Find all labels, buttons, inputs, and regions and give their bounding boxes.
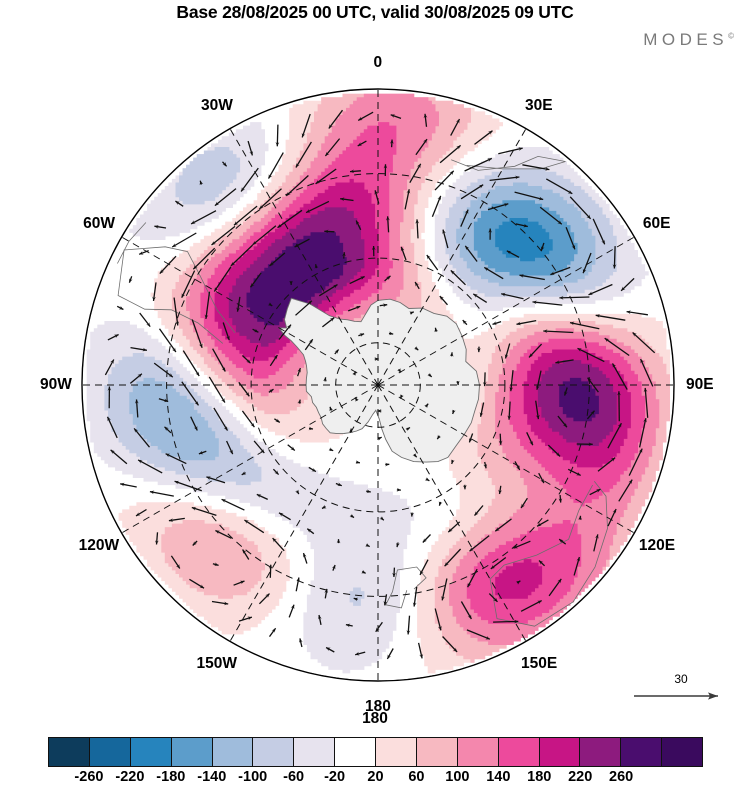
colorbar-swatch [335, 738, 376, 766]
vector-scale-key: 30 [626, 672, 736, 706]
colorbar-swatch [213, 738, 254, 766]
longitude-label-150E: 150E [521, 655, 557, 673]
vector-scale-label: 30 [626, 672, 736, 686]
vector-scale-arrow [626, 687, 736, 705]
longitude-label-0: 0 [374, 54, 383, 72]
colorbar-swatch [172, 738, 213, 766]
longitude-label-90E: 90E [686, 376, 714, 394]
colorbar-swatch [499, 738, 540, 766]
polar-map [0, 0, 750, 712]
colorbar-swatch [540, 738, 581, 766]
colorbar-swatches [48, 737, 703, 767]
longitude-label-90W: 90W [40, 376, 72, 394]
longitude-label-60W: 60W [83, 215, 115, 233]
colorbar-title: 180 [0, 710, 750, 728]
colorbar-swatch [621, 738, 662, 766]
longitude-label-120E: 120E [639, 537, 675, 555]
longitude-label-30E: 30E [525, 97, 553, 115]
colorbar-swatch [662, 738, 702, 766]
colorbar-swatch [458, 738, 499, 766]
longitude-label-60E: 60E [643, 215, 671, 233]
colorbar-swatch [417, 738, 458, 766]
colorbar-swatch [294, 738, 335, 766]
colorbar-swatch [580, 738, 621, 766]
colorbar-swatch [253, 738, 294, 766]
longitude-label-30W: 30W [201, 97, 233, 115]
colorbar-swatch [90, 738, 131, 766]
longitude-label-120W: 120W [79, 537, 120, 555]
colorbar-swatch [131, 738, 172, 766]
colorbar-swatch [376, 738, 417, 766]
colorbar-swatch [49, 738, 90, 766]
polar-stereographic-plot [0, 0, 750, 712]
longitude-label-150W: 150W [197, 655, 238, 673]
